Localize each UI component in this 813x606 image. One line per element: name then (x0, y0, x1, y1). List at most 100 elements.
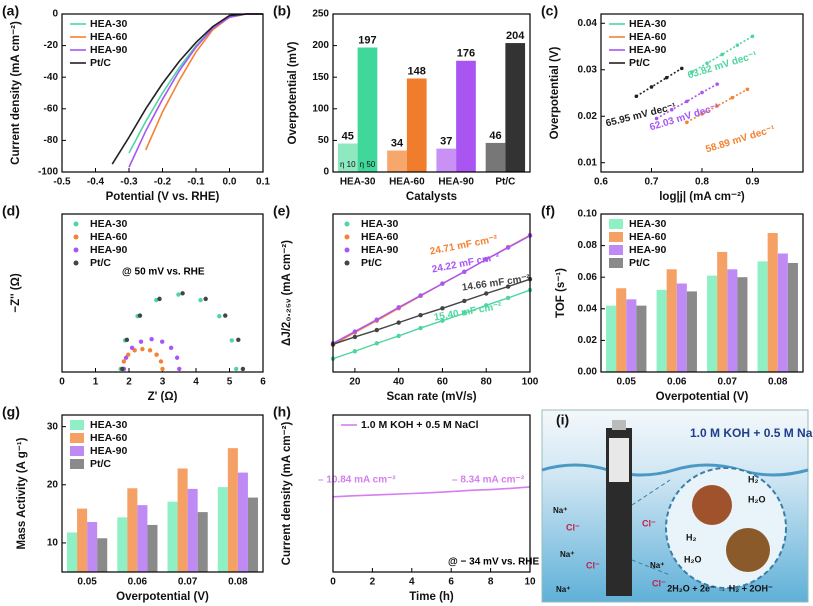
point (649, 85, 654, 89)
bar (727, 269, 738, 372)
x-tick-label: 0.05 (77, 577, 97, 588)
x-tick-label: 4 (409, 577, 415, 588)
point (440, 318, 445, 323)
point (120, 366, 125, 372)
bar (757, 261, 768, 372)
bar (67, 532, 78, 572)
legend-label: η 50 (360, 160, 376, 169)
point (229, 338, 234, 343)
x-tick-label: 6 (448, 577, 454, 588)
panel: (c) 0.6 0.7 0.8 0.9 0.01 0.02 0.03 0.04 log|j| (m… (541, 3, 804, 203)
plot-frame (600, 13, 804, 173)
bar (606, 305, 617, 372)
x-tick-label: 0.07 (718, 377, 738, 388)
bar (707, 275, 718, 372)
y-tick-label: 0 (323, 167, 329, 178)
bar (387, 150, 407, 172)
point (440, 281, 445, 286)
plot-frame (332, 13, 531, 173)
x-tick-label: 0 (59, 377, 65, 388)
bar (147, 524, 158, 572)
point (149, 336, 154, 342)
bar (666, 269, 677, 372)
y-tick-label: 0.01 (578, 157, 598, 168)
x-tick-label: -0.1 (187, 177, 205, 188)
value-label: 148 (408, 65, 426, 77)
x-tick-label: 60 (437, 377, 449, 388)
legend-swatch (70, 459, 84, 469)
x-tick-label: Pt/C (495, 177, 515, 188)
x-tick-label: 0.0 (223, 177, 237, 188)
reaction-equation: 2H₂O + 2e⁻ → H₂ + 2OH⁻ (667, 583, 773, 593)
point (240, 366, 246, 372)
point (669, 107, 674, 112)
x-tick-label: 0.05 (617, 377, 637, 388)
y-tick-label: 20 (47, 479, 59, 490)
bar (247, 497, 258, 572)
panel: (h) 0 2 4 6 8 10 Time (h) Current density (mA cm… (273, 404, 540, 603)
legend-swatch (609, 219, 623, 229)
point (374, 317, 379, 322)
point (374, 327, 379, 333)
point (418, 325, 423, 331)
legend-label: Pt/C (629, 57, 650, 69)
series-line (111, 13, 263, 165)
catalyst-particle (692, 485, 732, 525)
x-tick-label: -0.2 (154, 177, 172, 188)
species: Cl⁻ (586, 560, 600, 570)
point (654, 116, 659, 121)
point (124, 337, 130, 342)
panel: (f) 0.00 0.02 0.04 0.06 0.08 0.10 0.05 0.06 0.07 0… (541, 203, 804, 403)
legend-swatch (609, 232, 623, 242)
y-tick-label: 0.08 (578, 240, 598, 251)
point (730, 95, 735, 100)
point (750, 34, 755, 39)
legend-label: HEA-30 (629, 218, 667, 230)
bar (717, 251, 728, 372)
catalyst-particle (726, 528, 770, 572)
bar (167, 501, 178, 572)
value-label: 45 (342, 130, 354, 142)
legend-swatch (344, 260, 350, 266)
x-tick-label: 0.9 (746, 177, 760, 188)
panel: (b) 0 50 100 150 200 250 HEA-30 HEA-60 HEA-90 Pt/C… (273, 3, 531, 203)
bar (406, 78, 427, 172)
point (236, 337, 241, 342)
point (137, 313, 143, 318)
y-tick-label: 100 (312, 103, 329, 114)
point (690, 70, 694, 74)
point (720, 52, 724, 57)
x-tick-label: 2 (370, 577, 376, 588)
bar (227, 448, 238, 572)
point (462, 269, 467, 274)
legend-label: HEA-90 (629, 44, 667, 56)
x-axis-title: Potential (V vs. RHE) (106, 191, 220, 203)
panel-label: (h) (273, 404, 291, 420)
point (700, 90, 704, 95)
point (685, 99, 689, 104)
y-tick-label: 0 (52, 9, 58, 20)
zoom-circle (665, 467, 787, 589)
x-tick-label: -0.4 (87, 177, 105, 188)
species: Na⁺ (650, 561, 664, 570)
bar (217, 487, 228, 572)
panel-label: (g) (2, 404, 20, 420)
point (160, 366, 165, 372)
y-tick-label: 200 (312, 40, 329, 51)
x-tick-label: 0.07 (178, 577, 198, 588)
point (177, 366, 182, 372)
x-axis-title: Overpotential (V) (656, 391, 749, 403)
x-tick-label: 8 (488, 577, 494, 588)
bar (97, 538, 108, 572)
point (484, 257, 489, 262)
x-tick-label: 5 (227, 377, 233, 388)
point (664, 75, 669, 80)
panel-label: (f) (541, 203, 555, 219)
legend-swatch (73, 234, 79, 240)
point (121, 359, 127, 364)
x-axis-title: log|j| (mA cm⁻²) (659, 191, 745, 203)
annotation: – 10.84 mA cm⁻² (318, 475, 396, 486)
x-tick-label: 0.8 (695, 177, 709, 188)
x-tick-label: 4 (193, 377, 199, 388)
legend-swatch (73, 221, 79, 227)
